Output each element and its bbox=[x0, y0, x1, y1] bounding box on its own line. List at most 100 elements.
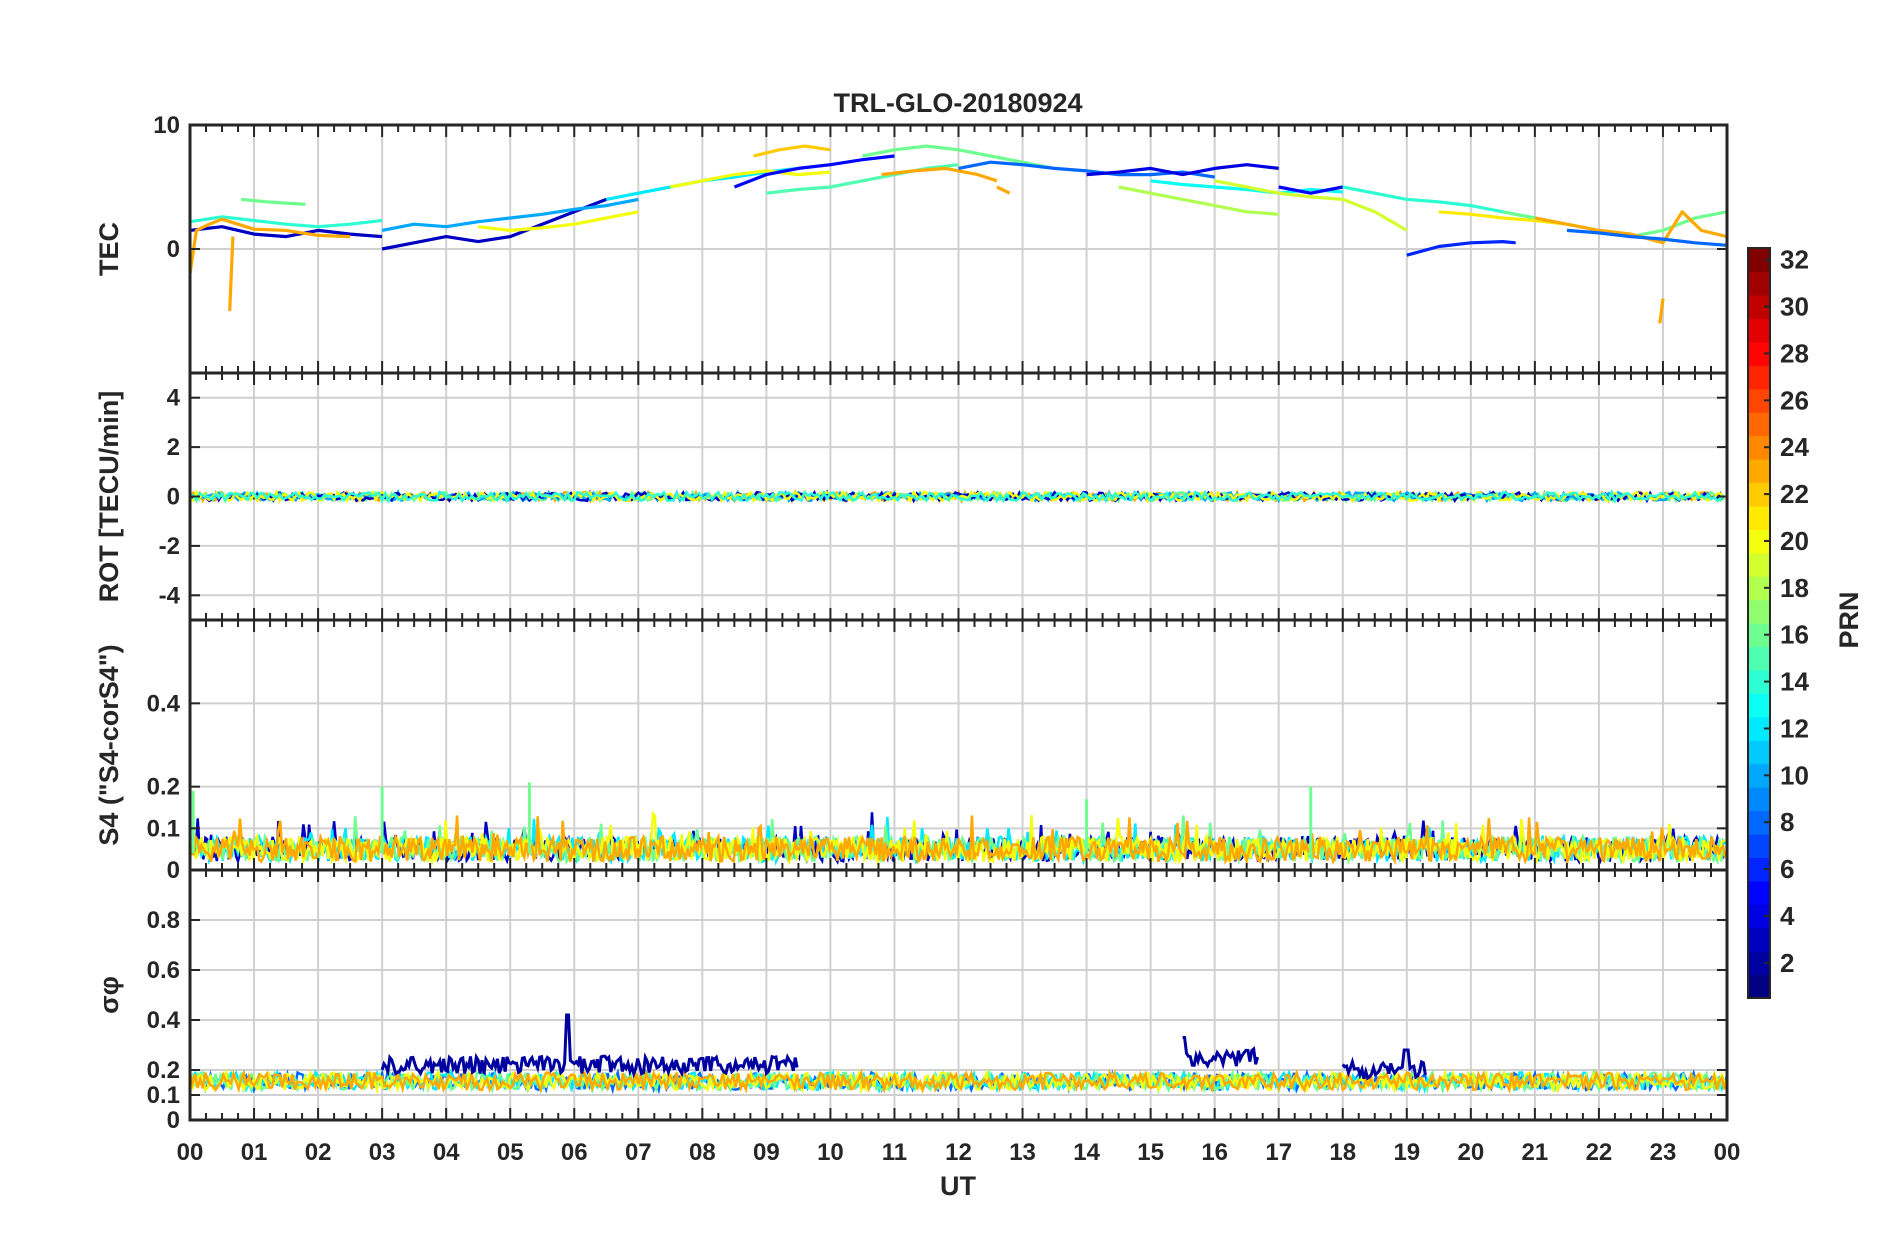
colorbar-bin bbox=[1748, 248, 1770, 273]
colorbar-bin bbox=[1748, 646, 1770, 671]
colorbar-bin bbox=[1748, 669, 1770, 694]
s4-series-line bbox=[190, 815, 1727, 867]
x-tick-label: 12 bbox=[945, 1139, 972, 1166]
x-tick-label: 00 bbox=[177, 1139, 204, 1166]
panel-rot: 4 2 0 -2 -4 ROT [TECU/min] bbox=[94, 371, 1729, 622]
colorbar-tick-label: 18 bbox=[1780, 573, 1809, 603]
colorbar-bin bbox=[1748, 435, 1770, 460]
x-tick-label: 17 bbox=[1265, 1139, 1292, 1166]
y-tick-label: 2 bbox=[167, 434, 180, 461]
tec-series-line bbox=[1438, 210, 1568, 226]
tec-series-line bbox=[1406, 240, 1516, 257]
colorbar-bin bbox=[1748, 974, 1770, 999]
colorbar-bin bbox=[1748, 810, 1770, 835]
colorbar-label: PRN bbox=[1834, 591, 1864, 648]
y-tick-label: 0 bbox=[167, 236, 180, 263]
tec-series-line bbox=[190, 215, 383, 229]
x-tick-label: 00 bbox=[1714, 1139, 1741, 1166]
colorbar-tick-label: 14 bbox=[1780, 667, 1809, 697]
tec-series-line bbox=[381, 197, 639, 232]
colorbar-bin bbox=[1748, 412, 1770, 437]
colorbar-bin bbox=[1748, 904, 1770, 929]
panel-s4: 0.4 0.2 0.1 0 S4 ("S4-corS4") bbox=[94, 618, 1729, 884]
sigma-series-line bbox=[190, 1068, 1727, 1095]
colorbar-tick-label: 30 bbox=[1780, 292, 1809, 322]
panel-tec: 10 0 TEC bbox=[94, 112, 1729, 375]
tec-series-line bbox=[1214, 179, 1408, 232]
y-tick-label: 0.6 bbox=[147, 957, 180, 984]
sigma-elevated-line bbox=[1341, 1048, 1427, 1081]
colorbar-tick-label: 10 bbox=[1780, 760, 1809, 790]
y-tick-label: 0.8 bbox=[147, 907, 180, 934]
colorbar-bin bbox=[1748, 318, 1770, 343]
x-tick-label: 21 bbox=[1522, 1139, 1549, 1166]
colorbar-bin bbox=[1748, 927, 1770, 952]
colorbar-bin bbox=[1748, 271, 1770, 296]
x-tick-label: 18 bbox=[1329, 1139, 1356, 1166]
tec-series-line bbox=[1118, 185, 1279, 216]
tec-series-line bbox=[669, 169, 831, 189]
colorbar-frame bbox=[1747, 247, 1771, 999]
x-tick-label: 01 bbox=[241, 1139, 268, 1166]
y-tick-label: 0.4 bbox=[147, 690, 181, 717]
tec-series-line bbox=[1278, 185, 1344, 195]
x-tick-label: 23 bbox=[1650, 1139, 1677, 1166]
tec-series-line bbox=[1086, 163, 1279, 177]
colorbar-bin bbox=[1748, 505, 1770, 530]
colorbar-tick-label: 16 bbox=[1780, 620, 1809, 650]
x-tick-label: 09 bbox=[753, 1139, 780, 1166]
tec-series-line bbox=[862, 144, 1055, 170]
y-axis-label: ROT [TECU/min] bbox=[94, 391, 124, 602]
rot-series-line bbox=[190, 489, 1725, 504]
colorbar-bin bbox=[1748, 365, 1770, 390]
y-tick-label: 0.4 bbox=[147, 1007, 181, 1034]
y-tick-label: 0 bbox=[167, 857, 180, 884]
colorbar-bin bbox=[1748, 458, 1770, 483]
tec-series-line bbox=[228, 236, 235, 312]
colorbar-tick-label: 24 bbox=[1780, 432, 1809, 462]
tec-series-line bbox=[881, 166, 998, 183]
tec-series-line bbox=[1566, 228, 1727, 247]
colorbar-bin bbox=[1748, 693, 1770, 718]
x-tick-label: 22 bbox=[1586, 1139, 1613, 1166]
colorbar-bin bbox=[1748, 740, 1770, 765]
x-axis-label: UT bbox=[940, 1171, 976, 1201]
x-tick-label: 03 bbox=[369, 1139, 396, 1166]
sigma-elevated-line bbox=[380, 1013, 799, 1079]
x-tick-label: 08 bbox=[689, 1139, 716, 1166]
sigma-elevated-line bbox=[1182, 1036, 1260, 1070]
y-tick-label: 4 bbox=[167, 385, 181, 412]
colorbar-tick-label: 20 bbox=[1780, 526, 1809, 556]
x-tick-label: 10 bbox=[817, 1139, 844, 1166]
colorbar-bin bbox=[1748, 857, 1770, 882]
tec-series-line bbox=[190, 217, 351, 275]
y-tick-label: 0.1 bbox=[147, 815, 180, 842]
colorbar-tick-label: 26 bbox=[1780, 385, 1809, 415]
data-layer bbox=[190, 782, 1727, 867]
colorbar-bin bbox=[1748, 623, 1770, 648]
colorbar-bin bbox=[1748, 599, 1770, 624]
y-tick-label: 0 bbox=[167, 484, 180, 511]
x-tick-label: 13 bbox=[1009, 1139, 1036, 1166]
tec-series-line bbox=[1658, 298, 1665, 324]
colorbar-bin bbox=[1748, 951, 1770, 976]
y-tick-label: -2 bbox=[159, 533, 180, 560]
tec-series-line bbox=[381, 197, 607, 251]
tec-series-line bbox=[996, 185, 1011, 195]
colorbar-bin bbox=[1748, 763, 1770, 788]
tec-series-line bbox=[753, 144, 831, 158]
data-layer bbox=[190, 1013, 1727, 1095]
colorbar-bin bbox=[1748, 880, 1770, 905]
y-axis-label: σφ bbox=[94, 976, 124, 1014]
colorbar-tick-label: 8 bbox=[1780, 807, 1794, 837]
y-tick-label: -4 bbox=[159, 582, 181, 609]
tec-series-line bbox=[478, 210, 639, 232]
colorbar-bin bbox=[1748, 529, 1770, 554]
y-axis-label: S4 ("S4-corS4") bbox=[94, 644, 124, 845]
tec-series-line bbox=[241, 197, 306, 206]
colorbar-bin bbox=[1748, 833, 1770, 858]
colorbar-bin bbox=[1748, 552, 1770, 577]
x-tick-label: 20 bbox=[1457, 1139, 1484, 1166]
